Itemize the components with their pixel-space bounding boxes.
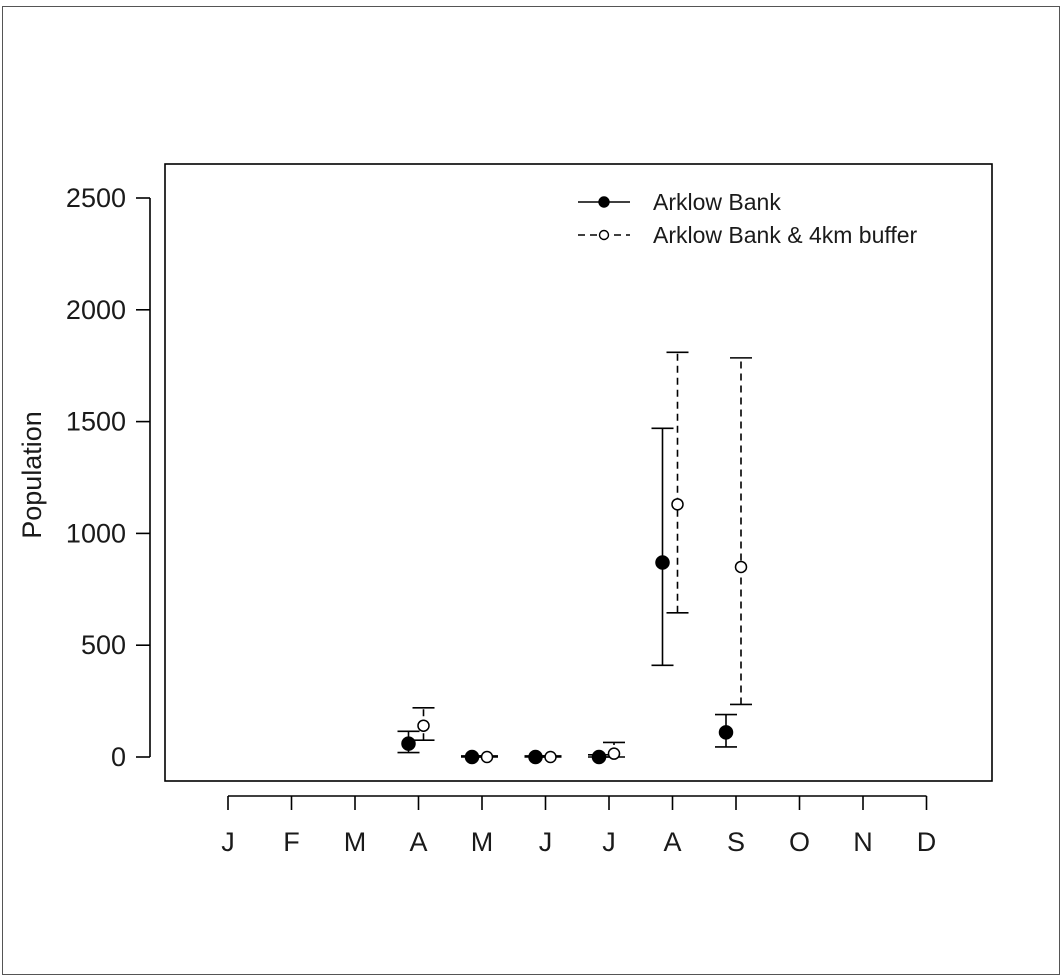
- x-tick-label: J: [602, 827, 616, 857]
- plot-area: [164, 163, 993, 782]
- data-point: [401, 736, 416, 751]
- y-tick-label: 0: [111, 742, 126, 772]
- data-point: [607, 747, 621, 760]
- x-tick-label: F: [283, 827, 300, 857]
- data-point: [655, 555, 670, 570]
- x-tick-label: S: [727, 827, 745, 857]
- data-point: [417, 719, 430, 732]
- y-axis-title: Population: [17, 411, 47, 539]
- x-tick-label: O: [789, 827, 810, 857]
- legend-label: Arklow Bank & 4km buffer: [653, 222, 918, 248]
- data-point: [544, 750, 557, 764]
- series-arklow-bank-buffer: [412, 351, 752, 764]
- legend: Arklow Bank Arklow Bank & 4km buffer: [578, 189, 918, 248]
- legend-marker: [598, 196, 610, 208]
- x-tick-label: J: [539, 827, 553, 857]
- x-tick-label: A: [663, 827, 681, 857]
- y-tick-label: 2500: [66, 183, 126, 213]
- data-point: [734, 560, 748, 574]
- y-tick-label: 1000: [66, 518, 126, 548]
- data-point: [480, 750, 494, 764]
- x-tick-label: J: [221, 827, 235, 857]
- x-tick-label: A: [409, 827, 427, 857]
- legend-label: Arklow Bank: [653, 189, 781, 215]
- y-tick-label: 500: [81, 630, 126, 660]
- x-tick-label: M: [471, 827, 494, 857]
- series-layer: [397, 351, 752, 765]
- x-tick-label: M: [344, 827, 367, 857]
- data-point: [718, 725, 734, 740]
- y-axis: 0 500 1000 1500 2000 2500: [66, 183, 151, 772]
- legend-marker: [598, 229, 610, 241]
- y-tick-label: 2000: [66, 295, 126, 325]
- x-tick-label: D: [917, 827, 937, 857]
- data-point: [671, 498, 684, 511]
- series-arklow-bank: [397, 427, 737, 765]
- x-tick-label: N: [853, 827, 873, 857]
- y-tick-label: 1500: [66, 407, 126, 437]
- figure-frame: [2, 6, 1060, 975]
